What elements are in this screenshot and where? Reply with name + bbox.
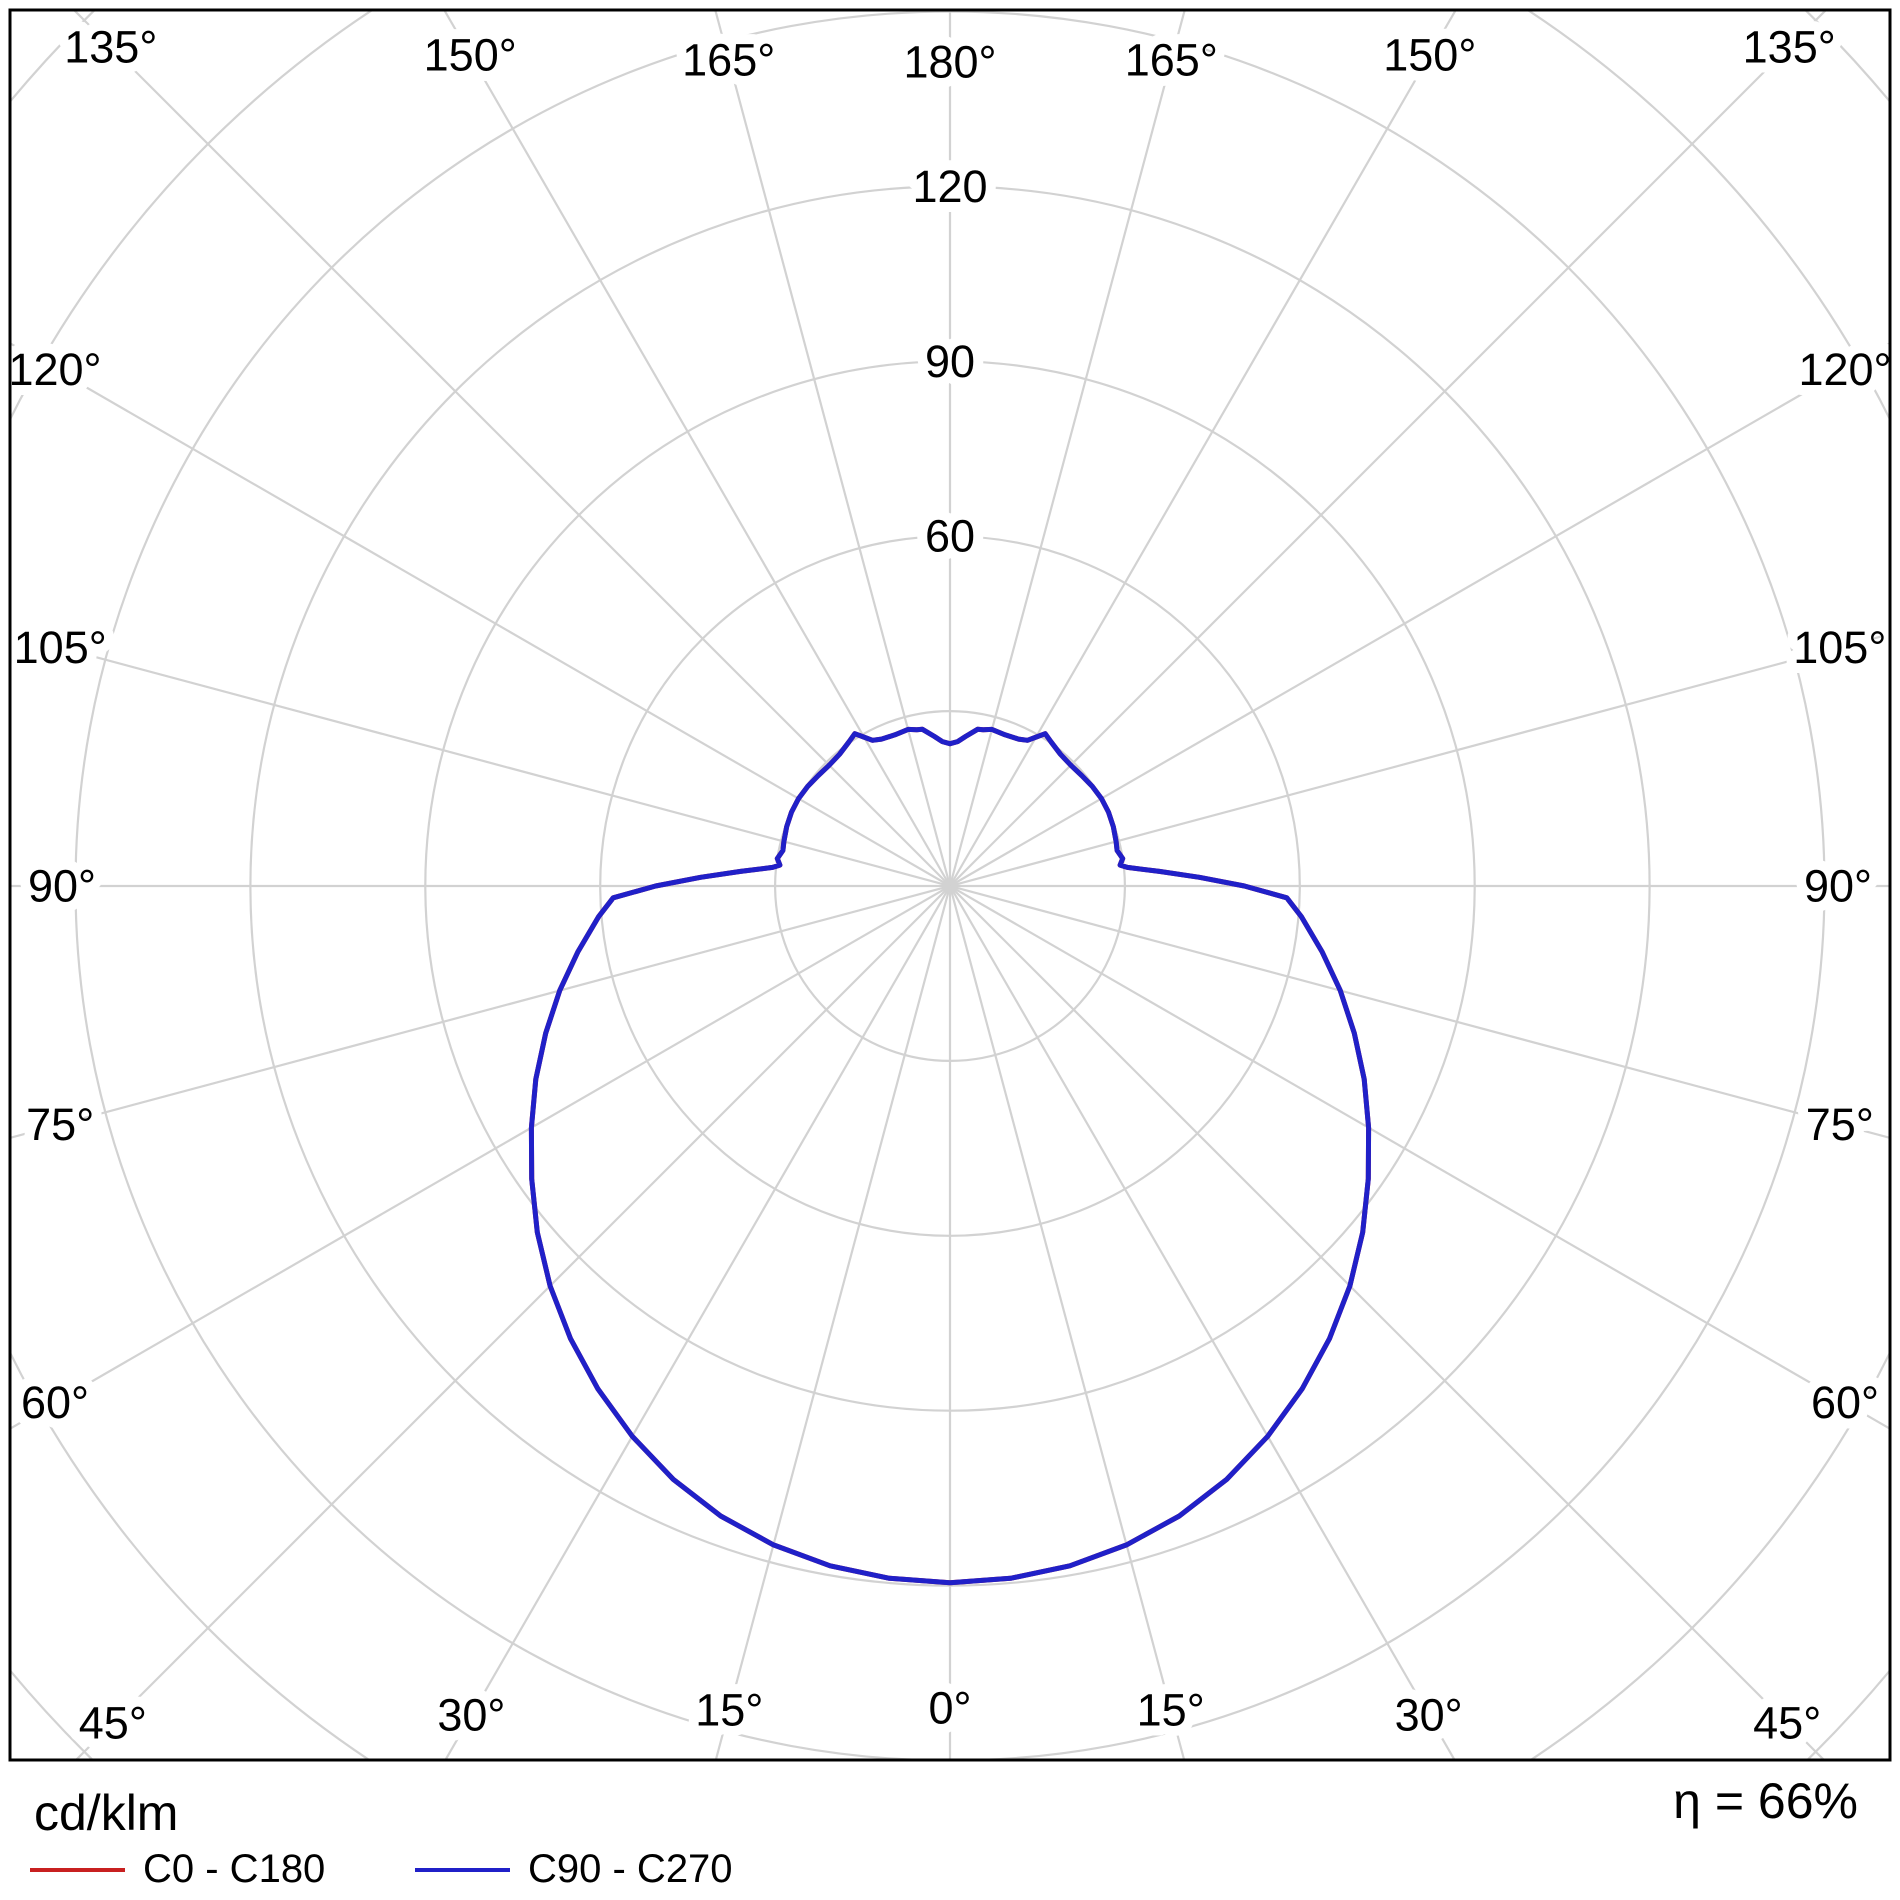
- angle-label: 120°: [8, 344, 101, 395]
- angle-label: 150°: [424, 30, 517, 81]
- legend-label-c0-c180: C0 - C180: [143, 1847, 326, 1891]
- angle-label: 165°: [1125, 35, 1218, 86]
- polar-grid-radial-line: [72, 10, 951, 887]
- plot-frame: [8, 8, 1892, 1762]
- angle-label: 15°: [695, 1684, 763, 1735]
- efficiency-label: η = 66%: [1673, 1773, 1858, 1829]
- angle-label: 150°: [1383, 30, 1476, 81]
- polar-grid-radial-line: [10, 342, 951, 887]
- ring-label: 60: [925, 511, 975, 562]
- polar-grid-radial-line: [949, 10, 1828, 887]
- polar-grid-radial-line: [10, 885, 951, 1430]
- legend-item-c0-c180: C0 - C180: [30, 1847, 325, 1892]
- angle-label: 105°: [14, 622, 107, 673]
- legend-item-c90-c270: C90 - C270: [415, 1847, 733, 1892]
- polar-grid-radial-line: [10, 884, 951, 1140]
- angle-label: 0°: [928, 1683, 971, 1734]
- unit-label: cd/klm: [34, 1785, 179, 1841]
- polar-grid-radial-line: [949, 632, 1890, 888]
- angle-label: 120°: [1798, 344, 1891, 395]
- angle-label: 90°: [28, 861, 96, 912]
- polar-grid-radial-line: [714, 885, 952, 1760]
- angle-label: 90°: [1804, 861, 1872, 912]
- distribution-curves: [528, 726, 1372, 1586]
- angle-label: 30°: [437, 1690, 505, 1741]
- angle-label: 75°: [1806, 1099, 1874, 1150]
- angle-label: 75°: [26, 1099, 94, 1150]
- polar-grid-radial-line: [949, 885, 1456, 1760]
- angle-label: 165°: [682, 35, 775, 86]
- ring-label: 90: [925, 336, 975, 387]
- angle-label: 60°: [1811, 1377, 1879, 1428]
- angle-label: 135°: [1743, 21, 1836, 72]
- angle-label: 30°: [1395, 1690, 1463, 1741]
- polar-grid-radial-line: [444, 885, 951, 1760]
- curve-c90-c270: [528, 726, 1372, 1586]
- ring-label: 120: [912, 161, 987, 212]
- polar-grid-radial-line: [74, 885, 951, 1760]
- angle-label: 135°: [64, 21, 157, 72]
- angle-label: 180°: [903, 37, 996, 88]
- legend-line-c90-c270-icon: [415, 1867, 510, 1872]
- polar-grid-radial-line: [949, 885, 1890, 1430]
- polar-grid-radial-line: [714, 10, 952, 887]
- plot-labels: 60 90 120 0° 15° 15° 30° 30° 45° 45° 60° 60° 75° 75° 9…: [0, 11, 1900, 1758]
- polar-grid-radial-line: [949, 884, 1890, 1140]
- polar-grid-radial-line: [442, 10, 951, 887]
- polar-grid-radial-line: [10, 632, 951, 888]
- chart-footer: cd/klm η = 66% C0 - C180 C90 - C270: [0, 1762, 1900, 1900]
- angle-label: 45°: [79, 1698, 147, 1749]
- angle-label: 45°: [1753, 1698, 1821, 1749]
- legend-label-c90-c270: C90 - C270: [528, 1847, 733, 1891]
- polar-grid-radial-line: [949, 885, 1826, 1760]
- angle-label: 60°: [21, 1377, 89, 1428]
- polar-grid-radial-line: [949, 10, 1458, 887]
- legend-line-c0-c180-icon: [30, 1867, 125, 1872]
- polar-grid-radial-line: [948, 10, 1186, 887]
- polar-grid-radial-line: [948, 885, 1186, 1760]
- angle-label: 105°: [1793, 622, 1886, 673]
- polar-grid-radial-line: [949, 342, 1890, 887]
- angle-label: 15°: [1137, 1684, 1205, 1735]
